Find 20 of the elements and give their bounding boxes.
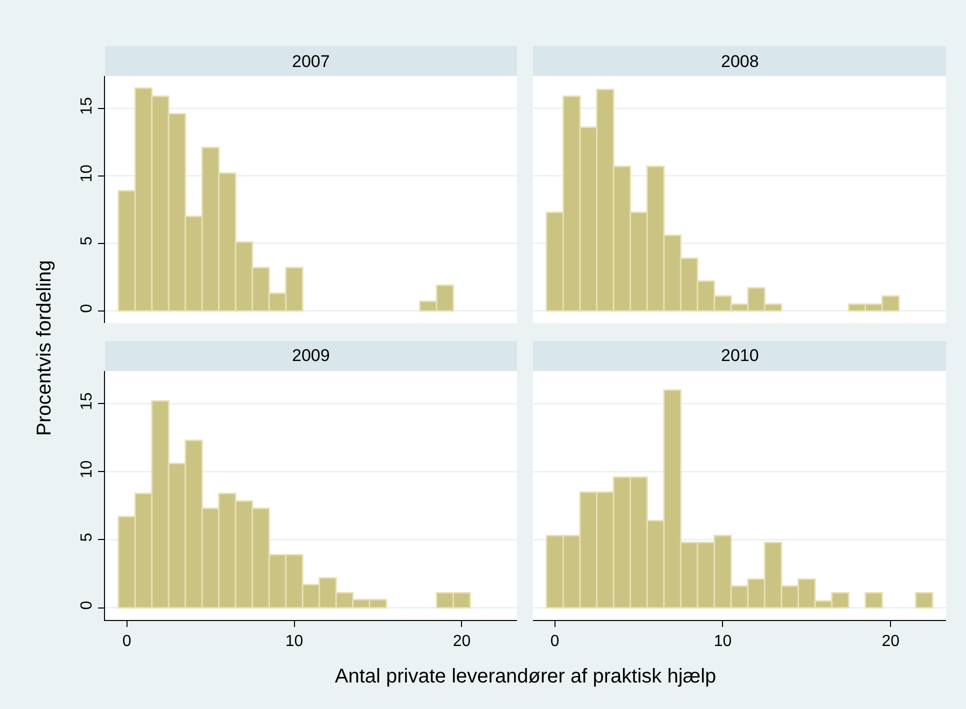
y-tick-label: 15 xyxy=(78,392,96,410)
y-tick-label: 15 xyxy=(78,96,96,115)
x-tick-label: 20 xyxy=(882,633,900,650)
x-tick-label: 10 xyxy=(285,633,304,650)
y-tick-label: 10 xyxy=(78,164,96,182)
x-tick-label: 0 xyxy=(122,633,132,650)
y-tick-label: 0 xyxy=(78,600,96,610)
y-tick-label: 0 xyxy=(78,304,96,313)
x-tick-label: 20 xyxy=(452,633,471,650)
x-tick-label: 10 xyxy=(714,633,732,650)
chart-title: 2009 xyxy=(292,346,330,365)
chart-title: 2008 xyxy=(721,52,759,71)
y-tick-label: 10 xyxy=(78,460,96,478)
chart-title: 2010 xyxy=(721,346,759,365)
x-tick-label: 0 xyxy=(550,633,560,650)
y-tick-label: 5 xyxy=(78,236,96,246)
y-tick-label: 5 xyxy=(78,532,96,542)
x-axis-title: Antal private leverandører af praktisk hjælp xyxy=(334,666,716,688)
y-axis-title: Procentvis fordeling xyxy=(34,260,56,436)
chart-title: 2007 xyxy=(292,52,330,71)
